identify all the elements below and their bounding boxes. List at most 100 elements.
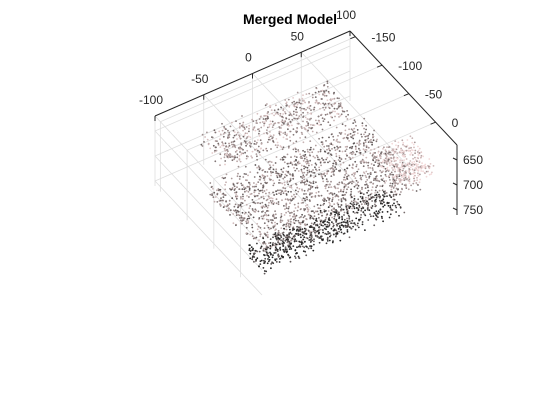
- data-point: [288, 248, 291, 251]
- data-point: [388, 157, 390, 159]
- data-point: [393, 176, 396, 178]
- data-point: [273, 114, 275, 117]
- data-point: [348, 225, 350, 228]
- data-point: [415, 182, 418, 184]
- data-point: [230, 188, 233, 191]
- data-point: [402, 141, 405, 144]
- data-point: [362, 211, 365, 213]
- data-point: [338, 181, 341, 184]
- data-point: [288, 226, 291, 229]
- data-point: [214, 131, 217, 134]
- data-point: [393, 198, 396, 201]
- data-point: [271, 256, 274, 259]
- data-point: [272, 184, 275, 187]
- data-point: [357, 168, 360, 171]
- data-point: [255, 183, 258, 186]
- data-point: [285, 228, 288, 231]
- data-point: [374, 205, 377, 208]
- data-point: [367, 164, 369, 167]
- data-point: [375, 140, 378, 143]
- data-point: [233, 145, 236, 148]
- data-point: [308, 181, 311, 184]
- data-point: [354, 160, 357, 163]
- data-point: [414, 149, 417, 152]
- data-point: [294, 189, 297, 192]
- data-point: [301, 228, 304, 231]
- data-point: [335, 140, 338, 142]
- grid-line-z: [154, 95, 351, 182]
- data-point: [389, 151, 392, 154]
- data-point: [301, 172, 304, 174]
- data-point: [246, 185, 249, 188]
- data-point: [297, 255, 300, 258]
- data-point: [242, 193, 244, 196]
- data-point: [306, 166, 309, 169]
- data-point: [389, 205, 392, 207]
- data-point: [264, 181, 267, 184]
- data-point: [371, 141, 374, 144]
- data-point: [322, 224, 324, 227]
- data-point: [266, 112, 269, 115]
- data-point: [304, 208, 307, 211]
- data-point: [264, 233, 267, 236]
- data-point: [388, 146, 390, 149]
- data-point: [308, 193, 311, 196]
- data-point: [320, 173, 322, 175]
- data-point: [225, 200, 228, 202]
- data-point: [367, 137, 370, 140]
- data-point: [279, 189, 281, 192]
- data-point: [303, 189, 306, 192]
- data-point: [256, 257, 259, 260]
- data-point: [310, 231, 313, 234]
- grid-line-z-2: [154, 130, 263, 246]
- data-point: [405, 149, 408, 152]
- data-point: [388, 216, 391, 219]
- data-point: [364, 201, 367, 204]
- data-point: [254, 148, 256, 151]
- data-point: [322, 238, 324, 241]
- data-point: [239, 204, 242, 207]
- data-point: [316, 224, 319, 227]
- data-point: [301, 127, 303, 130]
- data-point: [408, 182, 411, 185]
- data-point: [287, 122, 289, 124]
- data-point: [303, 241, 306, 243]
- data-point: [295, 108, 297, 111]
- data-point: [280, 131, 282, 134]
- data-point: [269, 200, 272, 202]
- data-point: [296, 228, 298, 231]
- data-point: [303, 223, 306, 226]
- data-point: [395, 182, 397, 185]
- data-point: [350, 222, 352, 225]
- data-point: [392, 193, 395, 196]
- data-point: [354, 177, 357, 180]
- data-point: [251, 249, 254, 252]
- data-point: [413, 160, 416, 163]
- data-point: [385, 192, 388, 194]
- data-point: [301, 107, 303, 110]
- data-point: [296, 209, 299, 212]
- data-point: [225, 173, 228, 176]
- data-point: [257, 128, 259, 131]
- data-point: [332, 139, 335, 141]
- data-point: [326, 145, 328, 147]
- data-point: [392, 181, 395, 183]
- data-point: [397, 182, 399, 185]
- data-point: [236, 195, 239, 198]
- data-point: [338, 222, 341, 225]
- data-point: [231, 197, 234, 200]
- data-point: [289, 173, 292, 176]
- data-point: [348, 217, 351, 220]
- data-point: [394, 148, 396, 151]
- data-point: [265, 192, 267, 195]
- data-point: [265, 205, 268, 208]
- data-point: [421, 162, 423, 165]
- data-point: [236, 138, 238, 140]
- data-point: [222, 142, 224, 145]
- data-point: [255, 259, 257, 261]
- data-point: [380, 166, 383, 168]
- data-point: [325, 199, 328, 202]
- data-point: [391, 204, 394, 207]
- data-point: [269, 247, 272, 250]
